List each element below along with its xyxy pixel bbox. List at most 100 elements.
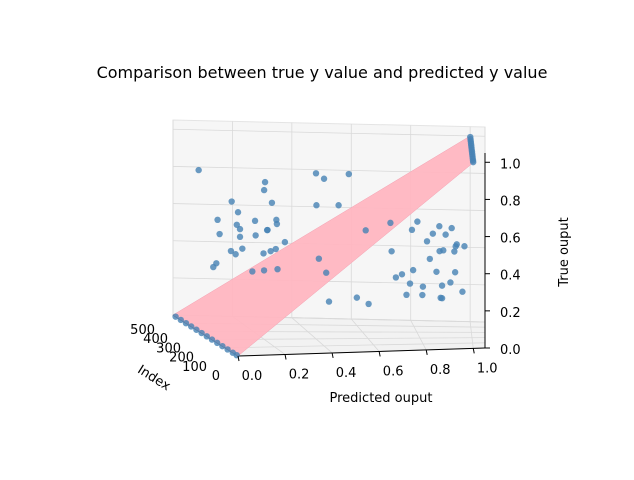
scatter-point: [414, 218, 421, 225]
y-tick-label: 200: [169, 351, 194, 366]
scatter-point: [214, 339, 221, 347]
scatter-point: [438, 295, 446, 302]
scatter-point: [208, 336, 216, 343]
scatter-point: [447, 279, 454, 286]
x-tick-mark: [472, 348, 475, 354]
scatter-point: [236, 233, 244, 241]
scatter-point: [182, 320, 190, 327]
scatter-point: [172, 313, 179, 320]
scatter-point: [403, 291, 410, 299]
grid-line: [224, 342, 486, 349]
x-axis-label: Predicted ouput: [330, 391, 433, 406]
scatter-point: [392, 274, 400, 281]
scatter-point: [365, 300, 372, 308]
scatter-point: [440, 247, 447, 254]
scatter-point: [419, 291, 426, 299]
scatter-point: [268, 199, 276, 206]
chart-title: Comparison between true y value and pred…: [96, 63, 548, 82]
grid-line: [172, 128, 486, 137]
scatter-point: [261, 178, 269, 186]
scatter-point: [193, 326, 200, 333]
scatter-point: [429, 230, 437, 237]
scatter-point: [467, 133, 474, 141]
scatter-points: [172, 133, 477, 359]
x-tick-label: 0.2: [289, 367, 310, 382]
scatter-point: [281, 238, 289, 246]
grid-line: [410, 320, 427, 351]
z-tick-label: 0.4: [500, 269, 521, 284]
scatter-point: [219, 342, 226, 350]
scatter-point: [260, 267, 268, 274]
scatter-point: [345, 170, 353, 178]
x-tick-mark: [425, 349, 428, 356]
scatter-point: [451, 248, 458, 255]
scatter-point: [213, 260, 220, 267]
scatter-point: [452, 243, 459, 250]
scatter-point: [267, 247, 274, 255]
scatter-point: [313, 202, 320, 209]
x-tick-label: 0.6: [383, 364, 404, 379]
x-tick-mark: [331, 352, 334, 359]
scatter-point: [239, 245, 246, 252]
grid-lines: [172, 120, 486, 357]
scatter-point: [388, 248, 395, 255]
scatter-point: [228, 198, 235, 205]
scatter-point: [249, 268, 256, 275]
z-tick-label: 0.8: [500, 194, 521, 209]
scatter-point: [426, 255, 434, 263]
scatter-point: [224, 346, 231, 353]
z-tick-label: 0.2: [500, 306, 521, 321]
scatter-point: [433, 268, 440, 275]
y-axis-label: Index: [135, 363, 174, 395]
scatter-point: [312, 170, 320, 177]
scatter-point: [325, 298, 333, 305]
scatter-point: [264, 226, 271, 234]
x-axis-line: [237, 347, 486, 357]
scatter-point: [335, 202, 342, 209]
scatter-point: [323, 269, 330, 276]
scatter-point: [448, 224, 455, 232]
scatter-point: [229, 349, 236, 356]
x-tick-label: 0.0: [242, 369, 263, 384]
y-tick-label: 500: [130, 323, 155, 338]
scatter-point: [252, 232, 259, 239]
scatter-point: [353, 294, 361, 301]
x-tick-label: 1.0: [477, 361, 498, 376]
scatter-point: [177, 316, 184, 324]
x-tick-mark: [284, 354, 287, 360]
scatter-point: [216, 230, 223, 238]
scatter-point: [274, 265, 281, 273]
scatter-point: [272, 245, 279, 253]
scatter-point: [409, 266, 417, 274]
z-tick-label: 0.6: [500, 232, 521, 247]
grid-line: [469, 321, 474, 349]
scatter-point: [406, 280, 414, 287]
scatter-point: [387, 219, 394, 227]
scatter-point: [436, 223, 443, 230]
x-tick-mark: [378, 351, 381, 357]
scatter-point: [260, 250, 267, 257]
scatter-point: [195, 166, 202, 174]
scatter-point: [362, 227, 369, 234]
scatter-point: [442, 231, 449, 238]
scatter-point: [320, 175, 328, 182]
scatter-point: [398, 271, 406, 278]
grid-line: [291, 317, 333, 354]
scatter-point: [315, 255, 323, 262]
scatter-point: [227, 247, 235, 255]
scatter-point: [408, 226, 416, 234]
scatter-point: [188, 323, 195, 330]
z-tick-label: 0.0: [500, 343, 521, 358]
scatter-point: [451, 269, 459, 276]
y-tick-label: 400: [143, 332, 168, 347]
scatter-point: [461, 243, 468, 250]
x-tick-mark: [237, 355, 240, 362]
scatter-point: [251, 217, 259, 225]
scatter-point: [233, 221, 240, 228]
scatter-point: [232, 251, 239, 258]
scatter-point: [273, 220, 281, 228]
x-tick-label: 0.4: [336, 366, 357, 381]
scatter-point: [214, 216, 221, 223]
